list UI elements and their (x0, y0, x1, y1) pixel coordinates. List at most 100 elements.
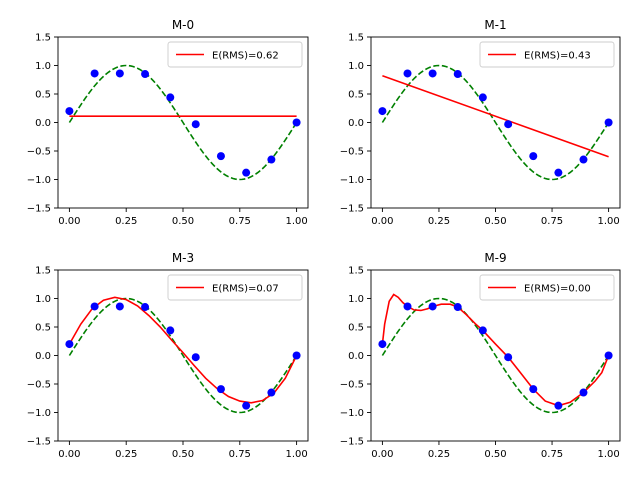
data-point (554, 401, 563, 410)
y-tick-label: −1.0 (27, 408, 51, 419)
data-point (166, 93, 175, 102)
legend-box (479, 41, 615, 68)
x-tick-label: 0.00 (58, 449, 80, 460)
fit-curve (382, 75, 609, 158)
data-point (191, 120, 200, 129)
y-tick-label: −1.0 (27, 175, 51, 186)
x-tick-label: 0.25 (115, 216, 137, 227)
data-point (453, 303, 462, 312)
legend-box (167, 41, 303, 68)
data-point (216, 385, 225, 394)
y-tick-label: 1.0 (35, 294, 51, 305)
x-tick-label: 0.00 (58, 216, 80, 227)
y-tick-label: 1.5 (35, 33, 51, 44)
data-point (141, 303, 150, 312)
true-sine-curve (68, 297, 298, 414)
x-tick-label: 0.75 (541, 216, 563, 227)
true-sine-curve (68, 64, 298, 181)
y-tick-label: 1.5 (348, 33, 364, 44)
data-point (65, 340, 74, 349)
y-tick-label: −1.0 (340, 175, 364, 186)
y-tick-label: −0.5 (340, 380, 364, 391)
data-point (90, 302, 99, 311)
data-point (90, 69, 99, 78)
panel-2: 0.00 0.25 0.50 0.75 1.00 1.5 1.0 0.5 0.0 −0.5 −1.0… (340, 18, 621, 227)
x-tick-label: 0.00 (371, 449, 393, 460)
data-point (554, 168, 563, 177)
data-point (267, 388, 276, 397)
data-point (428, 69, 437, 78)
plot-area (378, 64, 613, 181)
panel-4: 0.00 0.25 0.50 0.75 1.00 1.5 1.0 0.5 0.0 −0.5 −1.0… (340, 251, 621, 460)
panel-1: 0.00 0.25 0.50 0.75 1.00 1.5 1.0 0.5 0.0 −0.5 −1.0… (27, 18, 309, 227)
legend-box (167, 274, 303, 301)
y-tick-label: −1.5 (340, 204, 364, 215)
data-point (242, 401, 251, 410)
data-point (604, 118, 613, 127)
x-tick-label: 1.00 (285, 449, 307, 460)
data-point (242, 168, 251, 177)
x-tick-label: 0.50 (484, 449, 506, 460)
y-tick-label: −1.0 (340, 408, 364, 419)
x-tick-label: 0.50 (484, 216, 506, 227)
true-sine-curve (381, 64, 610, 181)
y-tick-label: 0.0 (35, 351, 51, 362)
y-tick-label: 0.5 (348, 323, 364, 334)
x-tick-label: 0.50 (172, 216, 194, 227)
data-point (504, 120, 513, 129)
x-tick-label: 1.00 (597, 449, 619, 460)
data-point (478, 93, 487, 102)
panel-title: M-0 (172, 18, 194, 32)
y-tick-label: 1.5 (35, 266, 51, 277)
legend-label: E(RMS)=0.07 (212, 283, 279, 294)
x-tick-label: 1.00 (597, 216, 619, 227)
legend-box (479, 274, 615, 301)
y-tick-label: 1.5 (348, 266, 364, 277)
x-tick-label: 0.75 (541, 449, 563, 460)
data-point (166, 326, 175, 335)
y-tick-label: 0.0 (35, 118, 51, 129)
data-point (504, 353, 513, 362)
data-point (115, 302, 124, 311)
data-point (267, 155, 276, 164)
data-point (478, 326, 487, 335)
legend-label: E(RMS)=0.43 (524, 50, 591, 61)
data-point (65, 107, 74, 116)
data-point (191, 353, 200, 362)
panel-title: M-3 (172, 251, 194, 265)
y-tick-label: 0.0 (348, 118, 364, 129)
data-point (378, 340, 387, 349)
data-point (529, 385, 538, 394)
legend-label: E(RMS)=0.00 (524, 283, 591, 294)
y-tick-label: −1.5 (27, 204, 51, 215)
data-point (428, 302, 437, 311)
data-point (292, 118, 301, 127)
x-tick-label: 1.00 (285, 216, 307, 227)
plot-area (65, 64, 301, 181)
data-point (292, 351, 301, 360)
y-tick-label: 1.0 (35, 61, 51, 72)
x-tick-label: 0.25 (428, 216, 450, 227)
legend-label: E(RMS)=0.62 (212, 50, 279, 61)
panel-3: 0.00 0.25 0.50 0.75 1.00 1.5 1.0 0.5 0.0 −0.5 −1.0… (27, 251, 309, 460)
data-point (604, 351, 613, 360)
data-point (403, 69, 412, 78)
x-tick-label: 0.75 (229, 449, 251, 460)
x-tick-label: 0.50 (172, 449, 194, 460)
data-point (141, 70, 150, 79)
x-tick-label: 0.25 (115, 449, 137, 460)
y-tick-label: 0.5 (35, 323, 51, 334)
y-tick-label: −0.5 (27, 380, 51, 391)
y-tick-label: 1.0 (348, 294, 364, 305)
plot-area (65, 296, 301, 414)
data-point (378, 107, 387, 116)
x-tick-label: 0.00 (371, 216, 393, 227)
y-tick-label: 0.5 (35, 90, 51, 101)
data-point (216, 152, 225, 161)
data-point (403, 302, 412, 311)
y-tick-label: −0.5 (27, 147, 51, 158)
y-tick-label: 0.0 (348, 351, 364, 362)
y-tick-label: −1.5 (340, 437, 364, 448)
x-tick-label: 0.75 (229, 216, 251, 227)
panel-title: M-1 (484, 18, 506, 32)
